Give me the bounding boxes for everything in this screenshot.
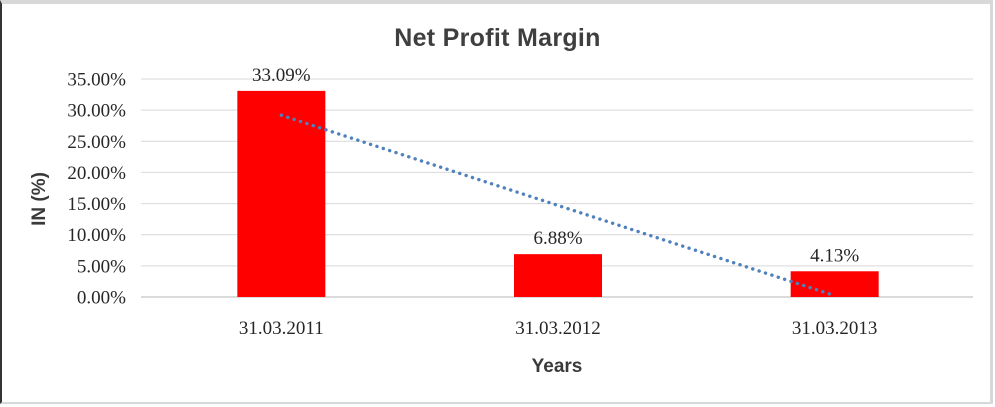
y-tick-label-30: 30.00% (67, 101, 126, 122)
data-label-31.03.2012: 6.88% (533, 228, 582, 249)
bar-31.03.2012 (514, 254, 602, 297)
bar-31.03.2013 (790, 271, 879, 297)
data-label-31.03.2013: 4.13% (810, 245, 859, 266)
y-tick-label-15: 15.00% (67, 194, 126, 215)
data-label-31.03.2011: 33.09% (252, 65, 311, 86)
y-tick-label-35: 35.00% (67, 70, 126, 91)
y-tick-label-0: 0.00% (77, 288, 126, 309)
y-tick-label-5: 5.00% (77, 256, 126, 277)
y-tick-label-20: 20.00% (67, 163, 126, 184)
x-axis-title: Years (531, 356, 583, 377)
bar-31.03.2011 (237, 90, 326, 297)
category-label-31.03.2013: 31.03.2013 (792, 318, 878, 339)
y-tick-label-10: 10.00% (67, 225, 126, 246)
y-tick-label-25: 25.00% (67, 132, 126, 153)
chart-title: Net Profit Margin (394, 24, 601, 52)
category-label-31.03.2012: 31.03.2012 (515, 318, 601, 339)
category-label-31.03.2011: 31.03.2011 (239, 318, 324, 339)
